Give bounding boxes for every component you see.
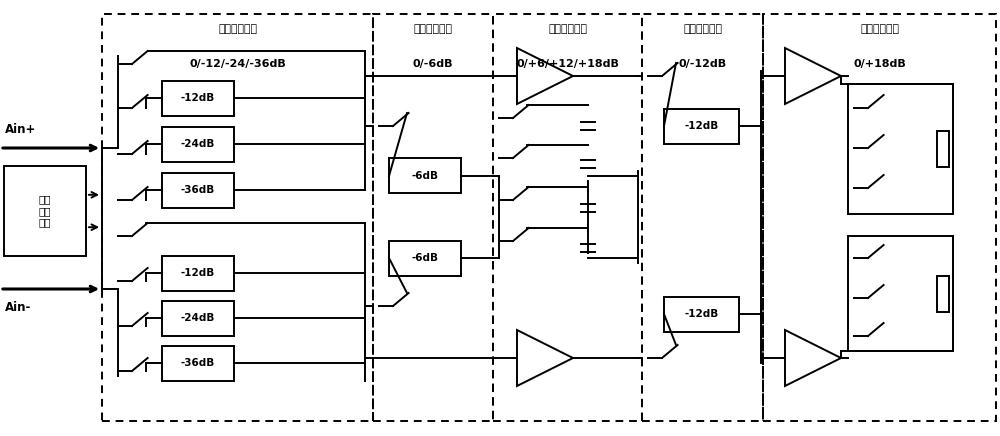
Bar: [162, 300, 234, 335]
Text: 第二衰减电路: 第二衰减电路: [414, 24, 452, 34]
Text: 0/+6/+12/+18dB: 0/+6/+12/+18dB: [516, 59, 619, 69]
Text: -24dB: -24dB: [181, 139, 215, 149]
Text: -6dB: -6dB: [412, 171, 438, 181]
Bar: [642, 14, 763, 421]
Text: -12dB: -12dB: [684, 121, 719, 131]
Bar: [162, 81, 234, 116]
Text: 0/-12/-24/-36dB: 0/-12/-24/-36dB: [189, 59, 286, 69]
Text: 0/-6dB: 0/-6dB: [413, 59, 453, 69]
Bar: [102, 14, 373, 421]
Text: -36dB: -36dB: [181, 358, 215, 368]
Bar: [848, 236, 953, 351]
Text: -24dB: -24dB: [181, 313, 215, 323]
Text: 第二放大电路: 第二放大电路: [860, 24, 899, 34]
Bar: [937, 276, 949, 311]
Bar: [373, 14, 493, 421]
Bar: [664, 296, 739, 331]
Polygon shape: [785, 48, 841, 104]
Bar: [763, 14, 996, 421]
Bar: [389, 159, 461, 194]
Bar: [162, 173, 234, 208]
Bar: [937, 131, 949, 167]
Text: -12dB: -12dB: [181, 93, 215, 103]
Text: 第三衰减电路: 第三衰减电路: [683, 24, 722, 34]
Polygon shape: [785, 330, 841, 386]
Bar: [162, 126, 234, 161]
Text: -36dB: -36dB: [181, 185, 215, 195]
Bar: [493, 14, 642, 421]
Text: Ain-: Ain-: [5, 301, 31, 314]
Bar: [4, 166, 86, 256]
Text: 第一放大电路: 第一放大电路: [548, 24, 587, 34]
Polygon shape: [517, 330, 573, 386]
Text: -12dB: -12dB: [684, 309, 719, 319]
Bar: [162, 255, 234, 290]
Text: 0/+18dB: 0/+18dB: [853, 59, 906, 69]
Text: -12dB: -12dB: [181, 268, 215, 278]
Text: -6dB: -6dB: [412, 253, 438, 263]
Text: Ain+: Ain+: [5, 123, 36, 136]
Polygon shape: [517, 48, 573, 104]
Bar: [162, 345, 234, 381]
Text: 过压
保护
电路: 过压 保护 电路: [39, 194, 51, 228]
Bar: [848, 84, 953, 214]
Text: 第一衰减电路: 第一衰减电路: [218, 24, 257, 34]
Bar: [664, 109, 739, 143]
Bar: [389, 241, 461, 276]
Text: 0/-12dB: 0/-12dB: [678, 59, 727, 69]
